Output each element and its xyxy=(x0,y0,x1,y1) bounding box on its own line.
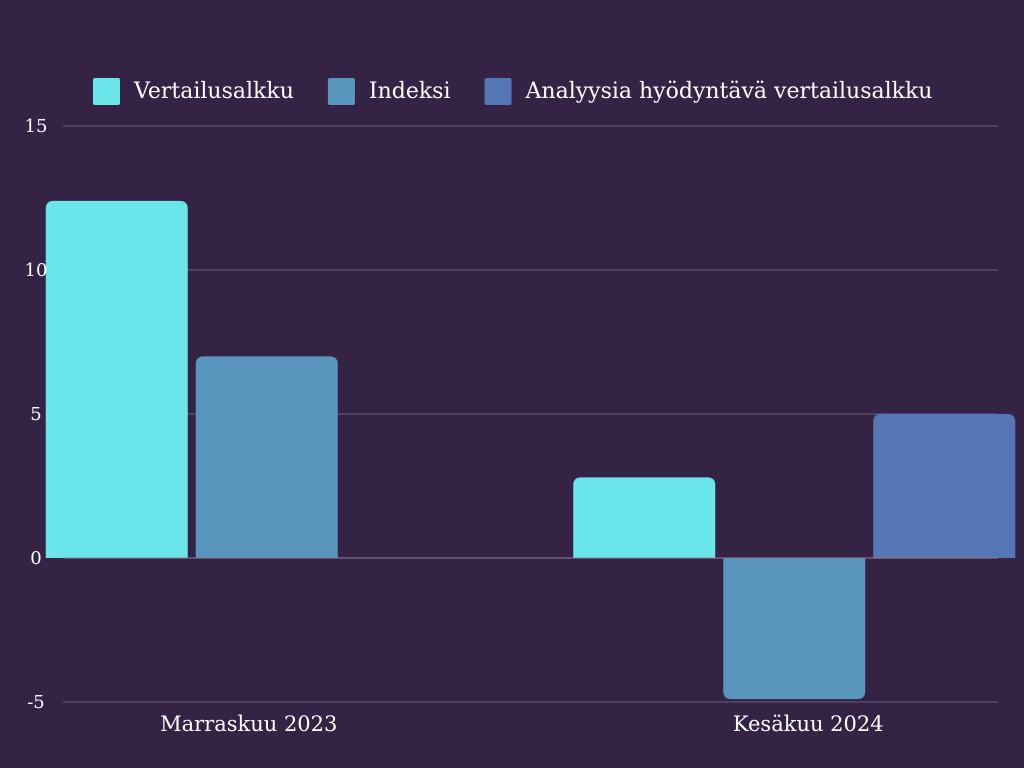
legend-label: Indeksi xyxy=(369,79,451,104)
y-tick-label: 5 xyxy=(30,404,41,425)
legend-item: Analyysia hyödyntävä vertailusalkku xyxy=(484,78,933,105)
legend-swatch xyxy=(327,78,355,105)
x-axis-categories: Marraskuu 2023 Kesäkuu 2024 xyxy=(160,712,884,736)
bar xyxy=(195,356,338,558)
bars xyxy=(45,200,1016,700)
legend-label: Analyysia hyödyntävä vertailusalkku xyxy=(525,79,933,104)
x-category-label: Marraskuu 2023 xyxy=(160,712,337,736)
bar xyxy=(45,200,188,558)
bar xyxy=(723,558,866,700)
bar xyxy=(873,414,1016,558)
legend-item: Vertailusalkku xyxy=(93,78,294,105)
y-tick-label: 15 xyxy=(25,116,48,137)
bar xyxy=(573,477,716,558)
legend-label: Vertailusalkku xyxy=(133,79,294,104)
y-tick-label: 0 xyxy=(30,548,41,569)
legend-swatch xyxy=(484,78,512,105)
legend: Vertailusalkku Indeksi Analyysia hyödynt… xyxy=(93,78,932,105)
y-tick-label: 10 xyxy=(25,260,48,281)
y-tick-label: -5 xyxy=(27,692,45,713)
x-category-label: Kesäkuu 2024 xyxy=(733,712,884,736)
legend-item: Indeksi xyxy=(327,78,451,105)
y-axis-ticks: -5 0 5 10 15 xyxy=(25,116,48,713)
legend-swatch xyxy=(93,78,120,105)
